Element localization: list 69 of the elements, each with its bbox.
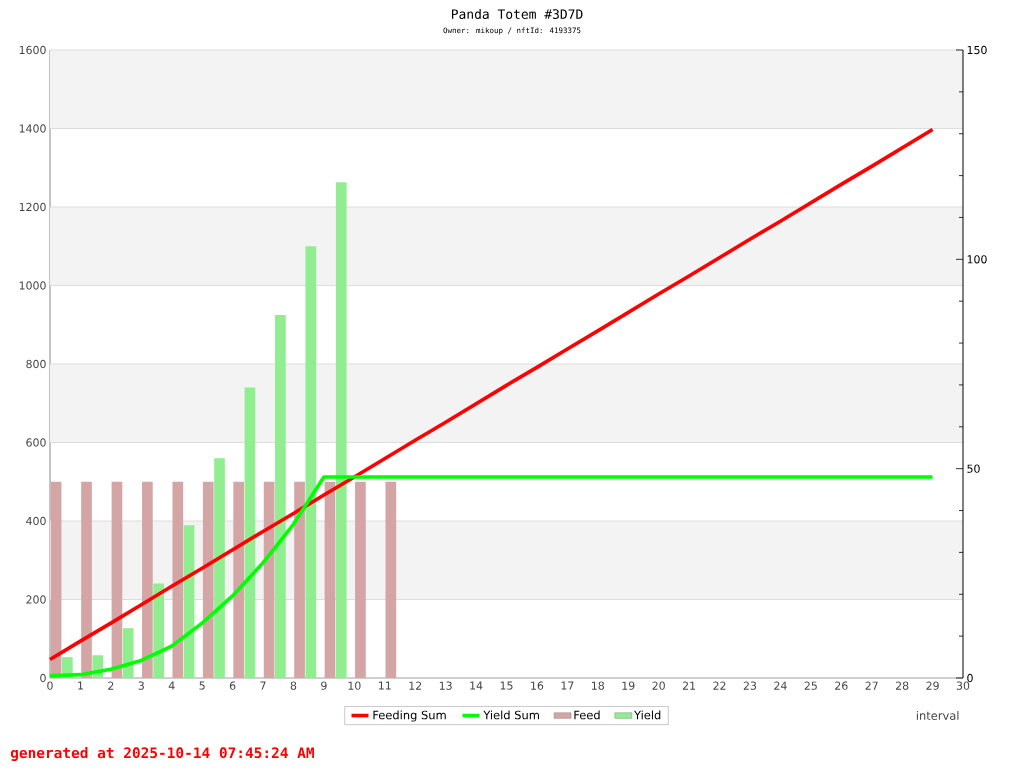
- x-tick-label: 21: [682, 681, 696, 690]
- x-tick-label: 13: [439, 681, 452, 690]
- bar: [275, 314, 286, 678]
- x-tick-label: 30: [956, 681, 970, 690]
- bar: [50, 481, 62, 678]
- bar: [355, 481, 366, 678]
- y2-tick-label: 0: [967, 673, 973, 683]
- legend-label: Feeding Sum: [373, 710, 446, 722]
- x-tick-label: 7: [260, 681, 266, 690]
- x-tick-label: 17: [561, 681, 574, 690]
- y-tick-label: 200: [26, 595, 46, 604]
- x-tick-label: 12: [409, 681, 422, 690]
- bar: [305, 246, 317, 678]
- y-tick-label: 800: [26, 359, 46, 369]
- x-tick-label: 22: [713, 681, 726, 690]
- x-tick-label: 9: [321, 681, 327, 690]
- x-tick-label: 4: [168, 681, 175, 690]
- legend-label: Yield Sum: [483, 710, 539, 720]
- x-tick-label: 14: [470, 681, 483, 690]
- y-tick-label: 600: [26, 438, 46, 447]
- x-tick-label: 3: [138, 681, 144, 690]
- y-tick-label: 1600: [19, 45, 46, 55]
- x-tick-label: 2: [108, 681, 114, 690]
- y2-tick-label: 100: [967, 255, 987, 264]
- x-tick-label: 5: [199, 681, 205, 690]
- bar: [81, 481, 92, 678]
- x-tick-label: 23: [743, 681, 757, 690]
- chart-title: Panda Totem #3D7D: [451, 8, 583, 20]
- x-tick-label: 24: [774, 681, 787, 690]
- x-tick-label: 0: [47, 681, 53, 690]
- bar: [244, 387, 256, 678]
- y2-tick-label: 50: [967, 464, 980, 473]
- x-tick-label: 20: [652, 681, 665, 690]
- bar: [153, 583, 164, 678]
- x-tick-label: 28: [895, 681, 909, 690]
- bar: [385, 481, 397, 678]
- bar: [335, 182, 347, 678]
- y2-tick-label: 150: [967, 45, 987, 55]
- x-tick-label: 18: [592, 681, 605, 690]
- bar: [172, 481, 184, 678]
- bar: [142, 481, 153, 678]
- y-tick-label: 0: [40, 673, 46, 683]
- legend-label: Feed: [574, 710, 600, 720]
- x-tick-label: 29: [926, 681, 939, 690]
- x-tick-label: 25: [804, 681, 817, 690]
- x-tick-label: 1: [78, 681, 83, 690]
- legend-label: Yield: [634, 710, 661, 720]
- bar: [233, 481, 245, 678]
- x-tick-label: 19: [622, 681, 635, 690]
- bar: [214, 458, 225, 678]
- text: generated at 2025-10-14 07:45:24 AM: [10, 747, 314, 761]
- x-tick-label: 10: [348, 681, 361, 690]
- x-tick-label: 27: [865, 681, 878, 690]
- y-tick-label: 1400: [19, 124, 46, 133]
- y-tick-label: 1200: [19, 202, 46, 212]
- bar: [202, 481, 214, 678]
- x-tick-label: 11: [379, 681, 391, 690]
- bar: [324, 481, 336, 678]
- bar: [111, 481, 123, 678]
- x-tick-label: 26: [835, 681, 848, 690]
- x-tick-label: 15: [500, 681, 513, 690]
- x-tick-label: 16: [531, 681, 544, 690]
- bar: [122, 628, 134, 678]
- x-tick-label: 6: [229, 681, 236, 690]
- x-axis-title: interval: [916, 711, 959, 720]
- x-tick-label: 8: [290, 681, 297, 690]
- bar: [294, 481, 305, 678]
- y-tick-label: 400: [26, 516, 46, 526]
- y-tick-label: 1000: [19, 281, 46, 290]
